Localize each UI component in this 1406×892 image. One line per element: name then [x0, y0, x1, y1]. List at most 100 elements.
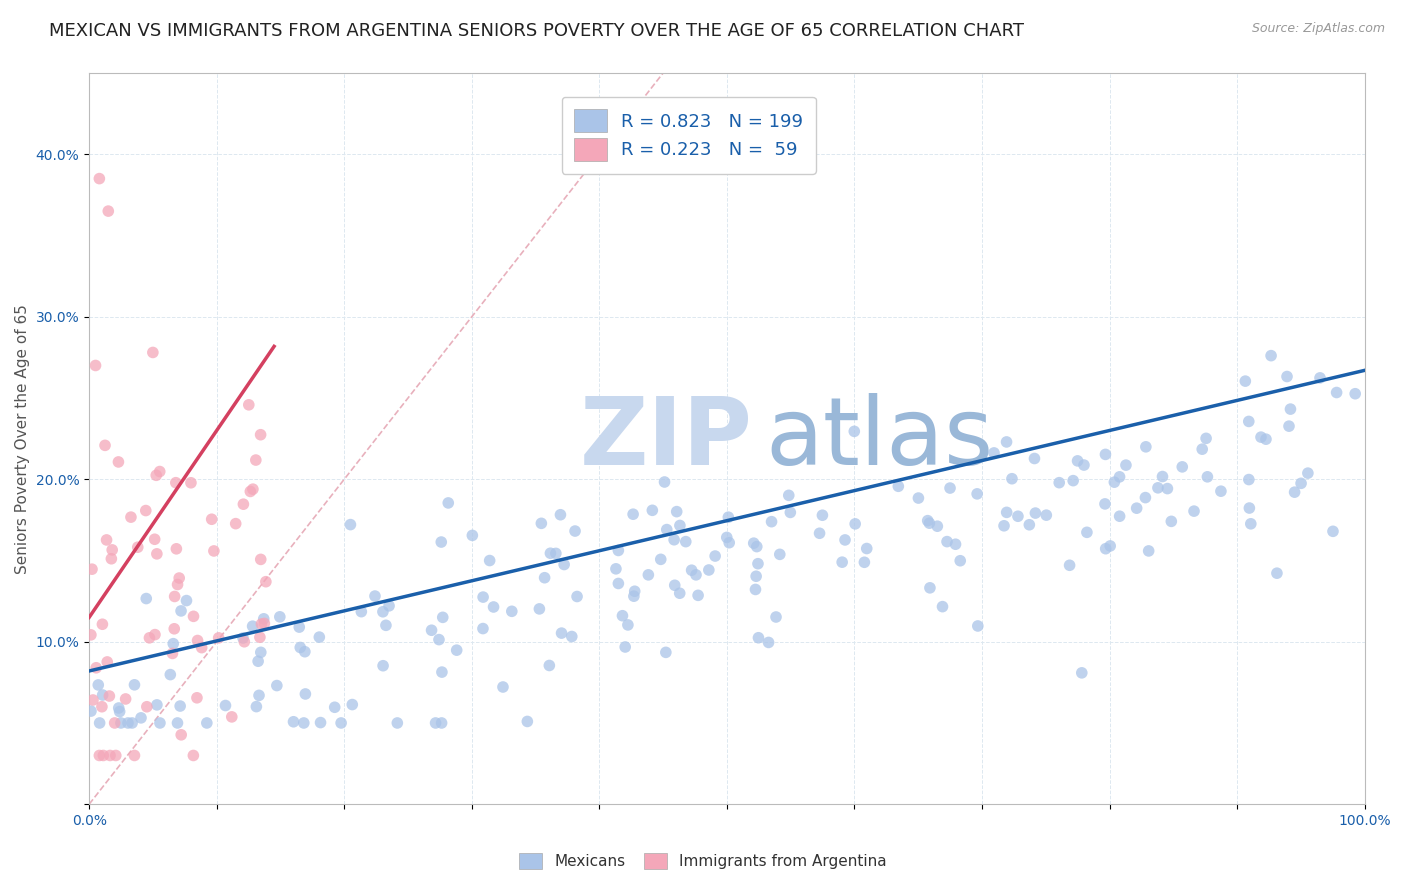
Point: [853, 555, 876, 569]
Point: [87, 678, 110, 692]
Point: [1284, 485, 1306, 500]
Point: [91, 688, 114, 702]
Point: [917, 514, 939, 528]
Point: [939, 481, 962, 495]
Point: [253, 612, 276, 626]
Point: [564, 524, 586, 538]
Point: [378, 599, 401, 613]
Point: [80, 704, 103, 718]
Point: [146, 698, 169, 712]
Point: [655, 645, 678, 659]
Point: [533, 571, 555, 585]
Point: [249, 427, 271, 442]
Point: [931, 599, 953, 614]
Text: ZIP: ZIP: [579, 392, 752, 484]
Point: [138, 631, 160, 645]
Point: [269, 610, 291, 624]
Point: [238, 398, 260, 412]
Point: [180, 475, 202, 490]
Point: [294, 687, 316, 701]
Point: [129, 711, 152, 725]
Point: [135, 699, 157, 714]
Point: [309, 715, 332, 730]
Point: [170, 604, 193, 618]
Point: [697, 563, 720, 577]
Point: [669, 518, 692, 533]
Point: [80, 628, 103, 642]
Point: [159, 667, 181, 681]
Point: [1076, 525, 1098, 540]
Point: [266, 679, 288, 693]
Point: [1260, 349, 1282, 363]
Point: [98, 689, 121, 703]
Point: [550, 626, 572, 640]
Legend: Mexicans, Immigrants from Argentina: Mexicans, Immigrants from Argentina: [513, 847, 893, 875]
Point: [1115, 458, 1137, 472]
Point: [747, 557, 769, 571]
Point: [294, 645, 316, 659]
Point: [427, 632, 450, 647]
Point: [716, 530, 738, 544]
Point: [966, 487, 988, 501]
Point: [1018, 517, 1040, 532]
Point: [292, 716, 315, 731]
Point: [371, 658, 394, 673]
Point: [143, 627, 166, 641]
Point: [82, 693, 104, 707]
Point: [330, 716, 353, 731]
Point: [97, 204, 120, 219]
Point: [561, 630, 583, 644]
Point: [247, 689, 270, 703]
Point: [364, 589, 387, 603]
Point: [250, 617, 273, 632]
Point: [437, 496, 460, 510]
Point: [254, 574, 277, 589]
Point: [1191, 442, 1213, 457]
Point: [607, 576, 630, 591]
Point: [1279, 402, 1302, 417]
Legend: R = 0.823   N = 199, R = 0.223   N =  59: R = 0.823 N = 199, R = 0.223 N = 59: [561, 96, 815, 174]
Point: [374, 618, 396, 632]
Point: [664, 578, 686, 592]
Point: [232, 631, 254, 645]
Point: [966, 619, 988, 633]
Point: [166, 577, 188, 591]
Point: [1152, 469, 1174, 483]
Point: [142, 345, 165, 359]
Point: [121, 716, 143, 731]
Point: [107, 455, 129, 469]
Point: [1275, 369, 1298, 384]
Point: [225, 516, 247, 531]
Point: [617, 618, 640, 632]
Point: [478, 553, 501, 567]
Point: [145, 468, 167, 483]
Point: [135, 591, 157, 606]
Point: [1024, 451, 1046, 466]
Point: [89, 716, 111, 731]
Point: [995, 434, 1018, 449]
Point: [855, 541, 877, 556]
Point: [167, 571, 190, 585]
Point: [162, 637, 184, 651]
Text: Source: ZipAtlas.com: Source: ZipAtlas.com: [1251, 22, 1385, 36]
Point: [430, 535, 453, 549]
Point: [187, 633, 209, 648]
Point: [1278, 419, 1301, 434]
Text: MEXICAN VS IMMIGRANTS FROM ARGENTINA SENIORS POVERTY OVER THE AGE OF 65 CORRELAT: MEXICAN VS IMMIGRANTS FROM ARGENTINA SEN…: [49, 22, 1024, 40]
Point: [675, 534, 697, 549]
Point: [565, 590, 588, 604]
Point: [1240, 516, 1263, 531]
Point: [834, 533, 856, 547]
Point: [176, 593, 198, 607]
Point: [114, 692, 136, 706]
Point: [242, 482, 264, 496]
Point: [688, 588, 710, 602]
Point: [165, 541, 187, 556]
Point: [1108, 509, 1130, 524]
Point: [253, 616, 276, 631]
Point: [538, 658, 561, 673]
Point: [614, 640, 637, 654]
Point: [612, 608, 634, 623]
Point: [323, 700, 346, 714]
Point: [170, 728, 193, 742]
